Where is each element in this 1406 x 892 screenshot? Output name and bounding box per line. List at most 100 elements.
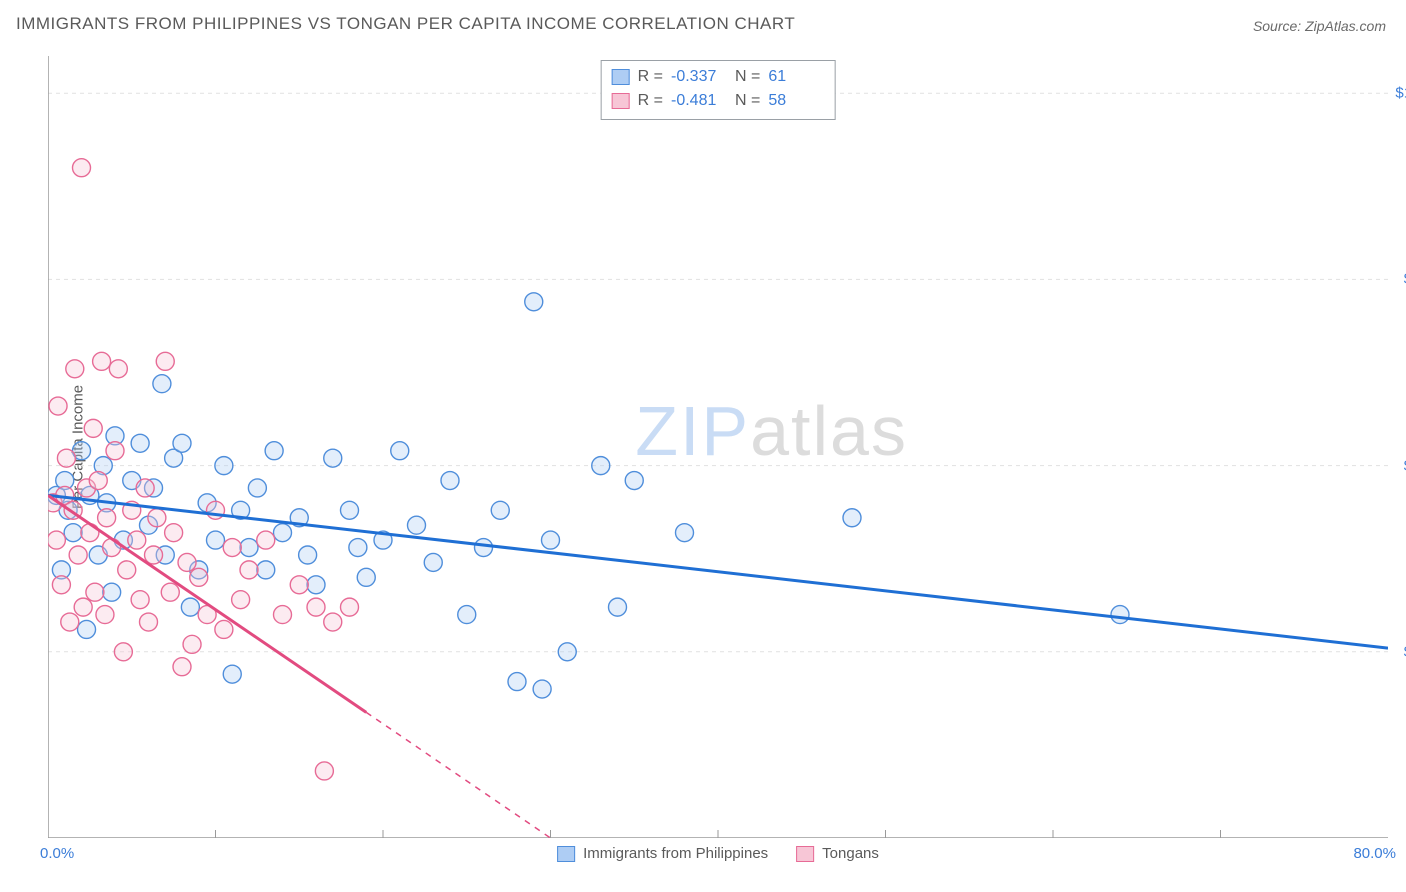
scatter-point <box>96 606 114 624</box>
scatter-point <box>441 472 459 490</box>
scatter-point <box>98 509 116 527</box>
legend-swatch <box>612 93 630 109</box>
scatter-point <box>240 539 258 557</box>
scatter-point <box>140 613 158 631</box>
scatter-point <box>183 635 201 653</box>
trend-line-dashed <box>366 712 550 838</box>
stat-n-label: N = <box>735 65 760 89</box>
scatter-point <box>173 658 191 676</box>
scatter-point <box>136 479 154 497</box>
scatter-point <box>625 472 643 490</box>
scatter-point <box>109 360 127 378</box>
scatter-point <box>106 442 124 460</box>
scatter-point <box>1111 606 1129 624</box>
scatter-point <box>315 762 333 780</box>
scatter-point <box>533 680 551 698</box>
scatter-point <box>173 434 191 452</box>
legend-label: Immigrants from Philippines <box>583 845 768 862</box>
scatter-point <box>341 598 359 616</box>
scatter-point <box>324 449 342 467</box>
scatter-point <box>223 665 241 683</box>
scatter-point <box>307 576 325 594</box>
scatter-point <box>223 539 241 557</box>
scatter-point <box>131 591 149 609</box>
scatter-plot <box>48 56 1388 838</box>
scatter-point <box>66 360 84 378</box>
stat-n-value: 58 <box>768 89 824 113</box>
scatter-point <box>84 419 102 437</box>
scatter-point <box>73 159 91 177</box>
scatter-point <box>408 516 426 534</box>
scatter-point <box>81 524 99 542</box>
scatter-point <box>391 442 409 460</box>
scatter-point <box>265 442 283 460</box>
scatter-point <box>609 598 627 616</box>
stat-r-label: R = <box>638 65 663 89</box>
scatter-point <box>307 598 325 616</box>
scatter-point <box>508 673 526 691</box>
scatter-point <box>215 457 233 475</box>
scatter-point <box>190 568 208 586</box>
scatter-point <box>257 531 275 549</box>
x-tick-min: 0.0% <box>40 845 74 862</box>
scatter-point <box>57 449 75 467</box>
scatter-point <box>78 620 96 638</box>
scatter-point <box>181 598 199 616</box>
legend-swatch <box>612 69 630 85</box>
y-tick-label: $100,000 <box>1395 85 1406 102</box>
scatter-point <box>257 561 275 579</box>
scatter-point <box>491 501 509 519</box>
scatter-point <box>69 546 87 564</box>
scatter-point <box>178 553 196 571</box>
scatter-point <box>542 531 560 549</box>
legend-item: Immigrants from Philippines <box>557 845 768 862</box>
stats-box: R =-0.337N =61R =-0.481N =58 <box>601 60 836 120</box>
scatter-point <box>299 546 317 564</box>
scatter-point <box>274 606 292 624</box>
scatter-point <box>357 568 375 586</box>
stat-n-label: N = <box>735 89 760 113</box>
scatter-point <box>274 524 292 542</box>
scatter-point <box>232 591 250 609</box>
scatter-point <box>676 524 694 542</box>
scatter-point <box>64 524 82 542</box>
scatter-point <box>424 553 442 571</box>
scatter-point <box>341 501 359 519</box>
legend-label: Tongans <box>822 845 879 862</box>
scatter-point <box>118 561 136 579</box>
scatter-point <box>324 613 342 631</box>
stats-row: R = -0.481 N = 58 <box>612 89 825 113</box>
stat-n-value: 61 <box>768 65 824 89</box>
scatter-point <box>86 583 104 601</box>
stats-row: R =-0.337N =61 <box>612 65 825 89</box>
scatter-point <box>207 531 225 549</box>
scatter-point <box>103 583 121 601</box>
scatter-point <box>592 457 610 475</box>
scatter-point <box>148 509 166 527</box>
scatter-point <box>128 531 146 549</box>
scatter-point <box>161 583 179 601</box>
bottom-legend: Immigrants from Philippines Tongans <box>557 845 879 862</box>
scatter-point <box>103 539 121 557</box>
scatter-point <box>114 643 132 661</box>
scatter-point <box>215 620 233 638</box>
stat-r-label: R = <box>638 89 663 113</box>
scatter-point <box>52 576 70 594</box>
scatter-point <box>475 539 493 557</box>
scatter-point <box>248 479 266 497</box>
scatter-point <box>153 375 171 393</box>
stat-r-value: -0.481 <box>671 89 727 113</box>
chart-area: Per Capita Income ZIPatlas R =-0.337N =6… <box>48 56 1388 838</box>
scatter-point <box>89 472 107 490</box>
scatter-point <box>290 576 308 594</box>
scatter-point <box>61 613 79 631</box>
legend-swatch <box>796 846 814 862</box>
scatter-point <box>525 293 543 311</box>
legend-item: Tongans <box>796 845 879 862</box>
source-label: Source: ZipAtlas.com <box>1253 18 1386 34</box>
legend-swatch <box>557 846 575 862</box>
x-tick-max: 80.0% <box>1353 845 1396 862</box>
scatter-point <box>165 524 183 542</box>
scatter-point <box>49 397 67 415</box>
scatter-point <box>74 598 92 616</box>
